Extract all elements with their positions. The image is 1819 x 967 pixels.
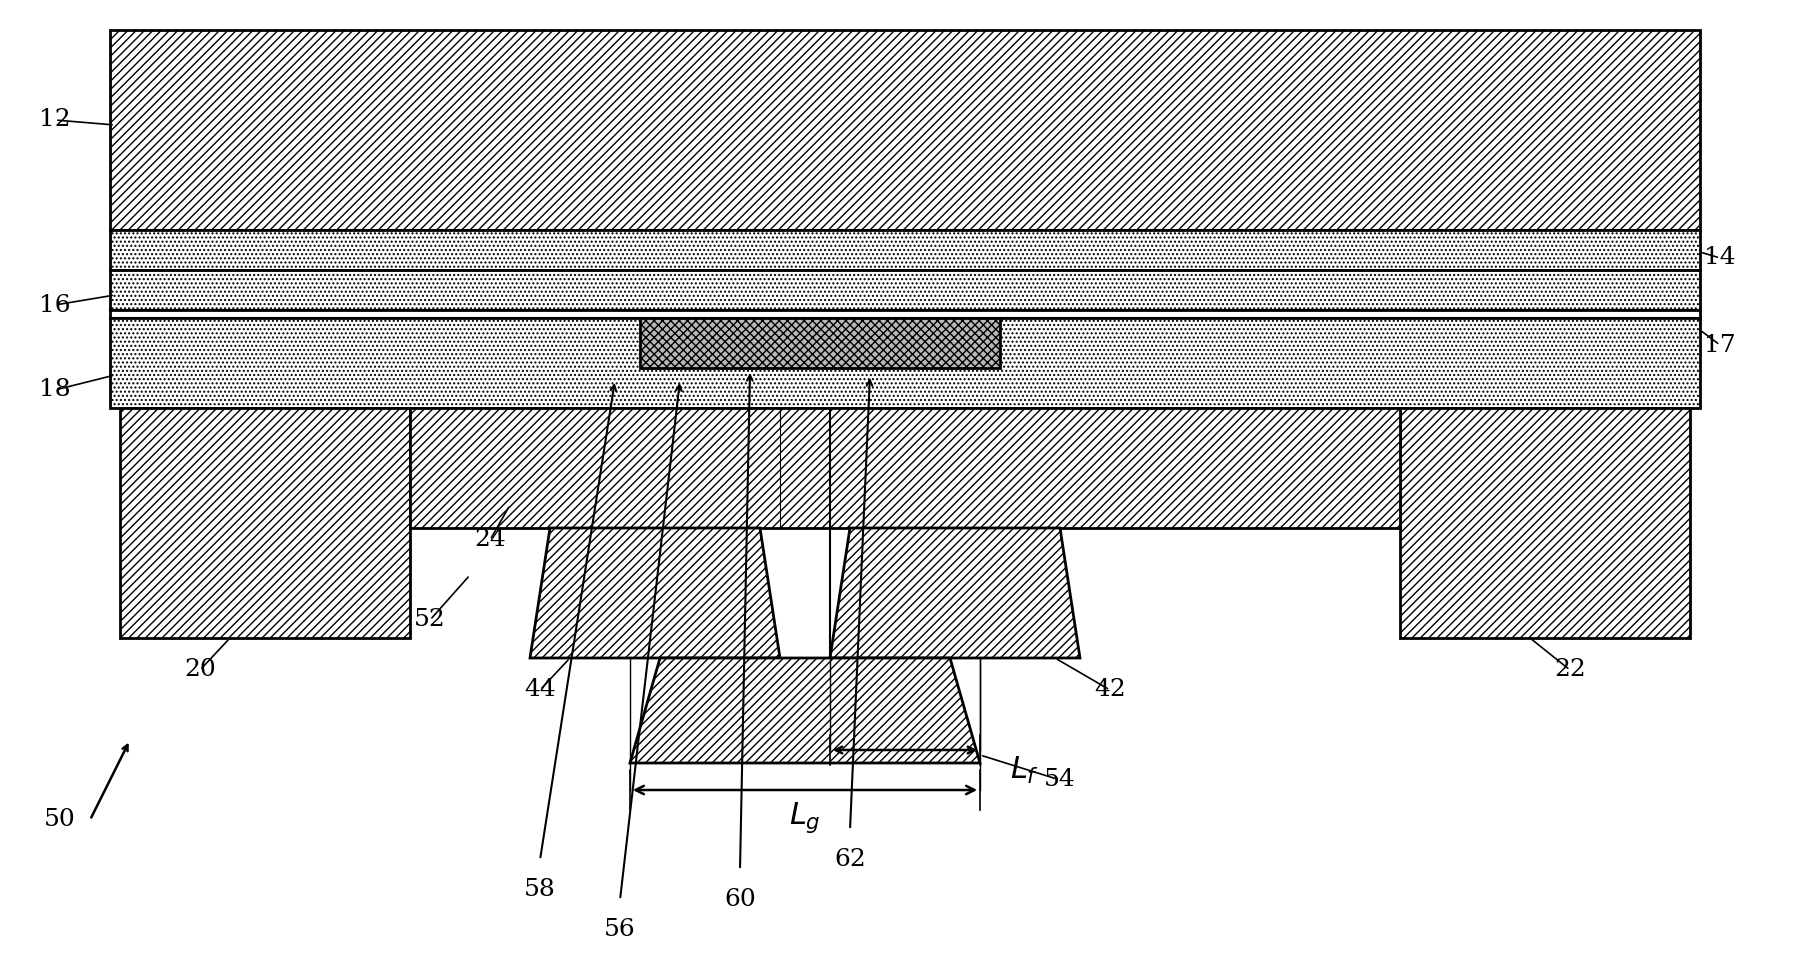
Text: 56: 56 <box>604 919 637 942</box>
Polygon shape <box>629 658 980 763</box>
Bar <box>640 318 1000 368</box>
Text: 52: 52 <box>415 608 446 631</box>
Text: $L_f$: $L_f$ <box>1010 754 1039 785</box>
Bar <box>120 408 409 638</box>
Bar <box>109 270 1701 310</box>
Text: 44: 44 <box>524 679 557 701</box>
Bar <box>109 230 1701 270</box>
Text: 54: 54 <box>1044 769 1075 792</box>
Bar <box>109 30 1701 230</box>
Text: 20: 20 <box>184 659 216 682</box>
Bar <box>109 310 1701 318</box>
Text: 24: 24 <box>475 529 506 551</box>
Text: 17: 17 <box>1704 334 1735 357</box>
Polygon shape <box>829 528 1080 658</box>
Bar <box>1401 408 1690 638</box>
Text: 12: 12 <box>40 108 71 132</box>
Text: 18: 18 <box>40 378 71 401</box>
Text: 58: 58 <box>524 878 557 901</box>
Text: 22: 22 <box>1553 659 1586 682</box>
Text: $L_g$: $L_g$ <box>789 800 820 835</box>
Text: 60: 60 <box>724 889 757 912</box>
Text: 62: 62 <box>835 848 866 871</box>
Text: 16: 16 <box>40 294 71 316</box>
Text: 14: 14 <box>1704 247 1735 270</box>
Bar <box>409 408 1401 528</box>
Text: 42: 42 <box>1093 679 1126 701</box>
Text: 50: 50 <box>44 808 76 832</box>
Bar <box>109 318 1701 408</box>
Polygon shape <box>529 528 780 658</box>
